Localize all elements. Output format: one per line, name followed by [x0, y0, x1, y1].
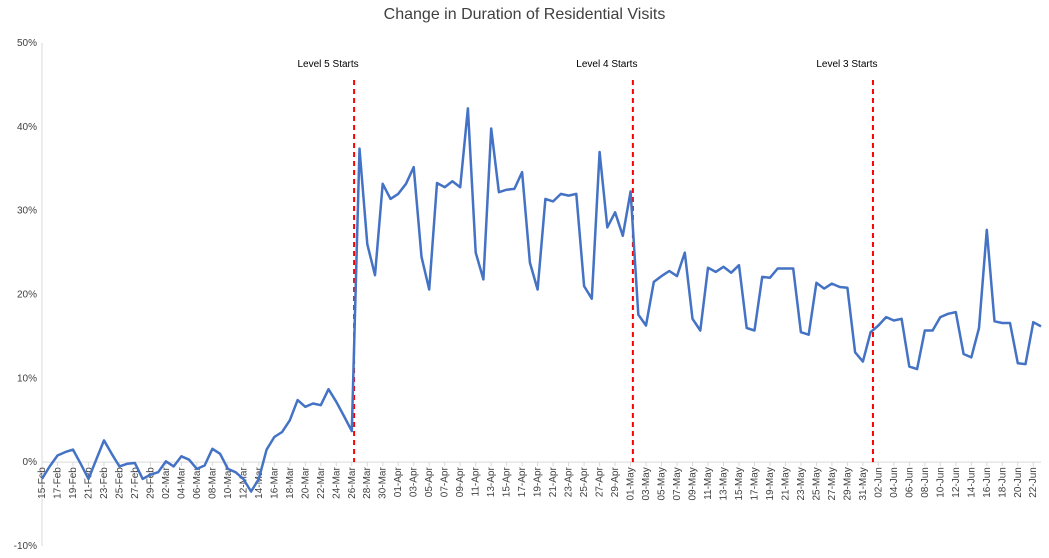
x-tick-label: 04-Mar — [176, 467, 187, 499]
x-tick-label: 25-Feb — [114, 467, 125, 499]
x-tick-label: 15-Apr — [502, 466, 513, 497]
x-tick-label: 20-Mar — [300, 467, 311, 499]
annotation-lines: Level 5 Starts Level 4 Starts Level 3 Star… — [298, 59, 878, 463]
x-tick-label: 04-Jun — [889, 467, 900, 498]
x-tick-label: 29-Apr — [610, 466, 621, 497]
y-tick-label: 40% — [17, 122, 37, 133]
level-start-label: Level 4 Starts — [576, 59, 637, 70]
x-tick-label: 08-Jun — [920, 467, 931, 498]
chart-title: Change in Duration of Residential Visits — [383, 6, 666, 23]
x-tick-label: 29-May — [842, 467, 853, 500]
series-line — [40, 107, 1042, 493]
x-tick-label: 22-Mar — [316, 467, 327, 499]
x-tick-label: 19-May — [765, 467, 776, 500]
series-group — [40, 107, 1042, 493]
x-tick-label: 02-Mar — [161, 467, 172, 499]
x-tick-label: 13-Apr — [486, 466, 497, 497]
x-tick-label: 13-May — [718, 467, 729, 500]
x-tick-label: 18-Jun — [997, 467, 1008, 498]
x-tick-label: 11-Apr — [471, 467, 482, 497]
level-start-label: Level 5 Starts — [298, 59, 359, 70]
x-tick-label: 15-May — [734, 467, 745, 500]
x-tick-label: 16-Mar — [269, 467, 280, 499]
x-tick-label: 08-Mar — [207, 467, 218, 499]
x-tick-label: 10-Jun — [935, 467, 946, 498]
x-tick-label: 09-May — [688, 467, 699, 500]
x-tick-label: 27-May — [827, 467, 838, 500]
x-tick-label: 30-Mar — [378, 467, 389, 499]
x-tick-label: 05-Apr — [424, 466, 435, 497]
x-tick-label: 17-May — [749, 467, 760, 500]
x-tick-label: 23-Apr — [564, 466, 575, 497]
x-tick-label: 21-Feb — [83, 467, 94, 499]
x-tick-label: 10-Mar — [223, 467, 234, 499]
x-tick-label: 11-May — [703, 467, 714, 500]
y-tick-label: 20% — [17, 290, 37, 301]
x-tick-label: 17-Apr — [517, 466, 528, 497]
y-tick-label: 50% — [17, 38, 37, 49]
y-tick-label: 0% — [23, 457, 38, 468]
x-tick-label: 24-Mar — [331, 467, 342, 499]
x-tick-label: 03-May — [641, 467, 652, 500]
x-tick-label: 06-Jun — [904, 467, 915, 498]
x-tick-label: 31-May — [858, 467, 869, 500]
x-tick-label: 22-Jun — [1028, 467, 1039, 498]
x-tick-label: 01-May — [626, 467, 637, 500]
y-tick-label: -10% — [14, 541, 37, 552]
x-tick-label: 29-Feb — [145, 467, 156, 499]
x-tick-label: 23-Feb — [99, 467, 110, 499]
level-start-label: Level 3 Starts — [816, 59, 877, 70]
x-tick-label: 02-Jun — [873, 467, 884, 498]
x-tick-label: 27-Feb — [130, 467, 141, 499]
x-tick-label: 14-Mar — [254, 467, 265, 499]
x-tick-label: 19-Apr — [533, 466, 544, 497]
x-tick-label: 21-Apr — [548, 466, 559, 497]
x-tick-label: 03-Apr — [409, 466, 420, 497]
x-tick-label: 06-Mar — [192, 467, 203, 499]
x-tick-label: 12-Jun — [951, 467, 962, 498]
y-tick-label: 10% — [17, 373, 37, 384]
x-tick-label: 28-Mar — [362, 467, 373, 499]
y-tick-label: 30% — [17, 206, 37, 217]
x-tick-label: 07-May — [672, 467, 683, 500]
x-tick-label: 25-Apr — [579, 466, 590, 497]
x-tick-label: 20-Jun — [1013, 467, 1024, 498]
x-tick-label: 09-Apr — [455, 466, 466, 497]
x-axis: 15-Feb 17-Feb 19-Feb 21-Feb 23-Feb 25-Feb 27-F… — [37, 461, 1041, 501]
x-tick-label: 21-May — [780, 467, 791, 500]
x-tick-label: 26-Mar — [347, 467, 358, 499]
x-tick-label: 07-Apr — [440, 466, 451, 497]
x-tick-label: 01-Apr — [393, 466, 404, 497]
x-tick-label: 12-Mar — [238, 467, 249, 499]
x-tick-label: 15-Feb — [37, 467, 48, 499]
x-tick-label: 19-Feb — [68, 467, 79, 499]
x-tick-label: 05-May — [657, 467, 668, 500]
x-tick-label: 18-Mar — [285, 467, 296, 499]
x-tick-label: 23-May — [796, 467, 807, 500]
x-tick-label: 14-Jun — [966, 467, 977, 498]
x-tick-label: 27-Apr — [595, 466, 606, 497]
x-tick-label: 25-May — [811, 467, 822, 500]
x-tick-label: 17-Feb — [52, 467, 63, 499]
x-tick-label: 16-Jun — [982, 467, 993, 498]
